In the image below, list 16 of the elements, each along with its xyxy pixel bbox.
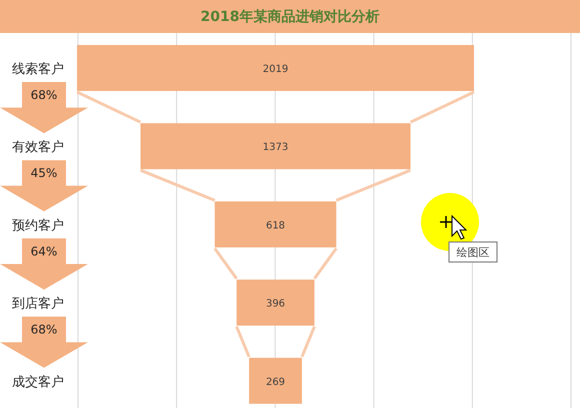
- text: 68%: [30, 88, 58, 102]
- data-label: 1373: [262, 142, 288, 154]
- data-label: 2019: [262, 64, 288, 75]
- category-label: 成交客户: [12, 374, 64, 390]
- category-label: 有效客户: [12, 139, 64, 156]
- data-label: 618: [266, 220, 286, 232]
- text: 64%: [30, 244, 58, 258]
- category-label: 到店客户: [12, 296, 64, 312]
- text: 45%: [30, 166, 58, 180]
- category-label: 线索客户: [12, 61, 64, 77]
- text: 2018年某商品进销对比分析: [200, 8, 380, 25]
- text: 绘图区: [456, 246, 490, 259]
- data-label: 396: [266, 298, 286, 310]
- text: 68%: [30, 322, 58, 337]
- data-label: 269: [266, 376, 286, 388]
- category-label: 预约客户: [12, 217, 64, 234]
